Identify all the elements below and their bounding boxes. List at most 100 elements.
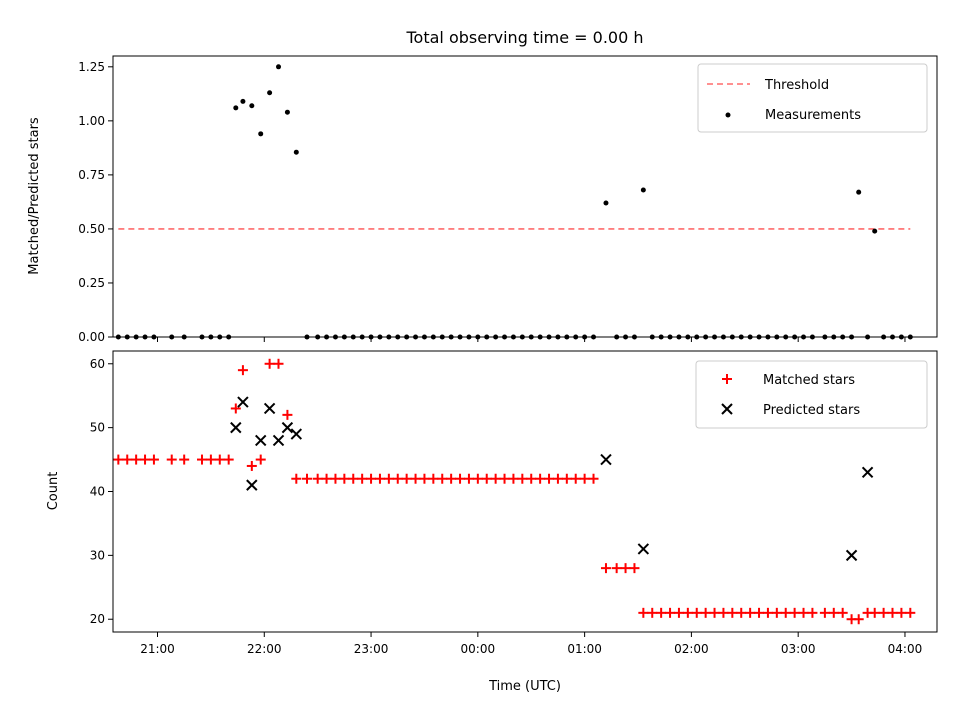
- matched-point: [819, 607, 830, 618]
- count-xtick-label: 22:00: [247, 642, 282, 656]
- matched-point: [255, 454, 266, 465]
- legend-matched-marker: [722, 374, 732, 384]
- matched-point: [348, 473, 359, 484]
- ratio-plot-frame: [112, 55, 938, 338]
- predicted-point: [255, 434, 267, 447]
- matched-point: [291, 473, 302, 484]
- count-y-axis-label: Count: [46, 472, 61, 511]
- legend-predicted-label: Predicted stars: [763, 403, 860, 418]
- count-ytick-label: 50: [90, 421, 105, 435]
- ratio-panel: 0.00 0.25 0.50 0.75 1.00 1.25 Matched/Predict…: [27, 55, 938, 344]
- count-xtick-label: 04:00: [888, 642, 923, 656]
- matched-point: [301, 473, 312, 484]
- count-legend-box: [695, 360, 928, 429]
- measurement-point: [233, 105, 239, 111]
- matched-point: [620, 563, 631, 574]
- matched-point: [798, 607, 809, 618]
- measurement-point: [240, 98, 246, 104]
- matched-point: [357, 473, 368, 484]
- predicted-point: [237, 396, 249, 408]
- matched-point: [499, 473, 510, 484]
- matched-point: [392, 473, 403, 484]
- matched-point: [700, 607, 711, 618]
- matched-point: [896, 607, 907, 618]
- matched-point: [638, 607, 649, 618]
- matched-point: [673, 607, 684, 618]
- matched-point: [535, 473, 546, 484]
- legend-measurements-label: Measurements: [765, 108, 861, 123]
- ratio-y-axis-label: Matched/Predicted stars: [27, 117, 42, 275]
- matched-point: [246, 460, 257, 471]
- matched-point: [508, 473, 519, 484]
- matched-point: [552, 473, 563, 484]
- count-ytick-label: 60: [90, 357, 105, 371]
- matched-point: [339, 473, 350, 484]
- matched-point: [122, 454, 133, 465]
- matched-point: [230, 403, 241, 414]
- measurement-point: [603, 200, 609, 206]
- predicted-point: [246, 479, 258, 491]
- ratio-ytick-label: 0.50: [78, 222, 105, 236]
- matched-point: [140, 454, 151, 465]
- measurement-point: [276, 64, 282, 70]
- matched-point: [273, 358, 284, 369]
- matched-point: [570, 473, 581, 484]
- matched-point: [600, 563, 611, 574]
- matched-point: [588, 473, 599, 484]
- matched-point: [780, 607, 791, 618]
- legend-threshold-label: Threshold: [764, 78, 829, 93]
- matched-point: [166, 454, 177, 465]
- matched-point: [374, 473, 385, 484]
- count-xtick-label: 03:00: [781, 642, 816, 656]
- matched-point: [691, 607, 702, 618]
- ratio-ytick-label: 0.75: [78, 168, 105, 182]
- count-xtick-label: 21:00: [140, 642, 175, 656]
- measurement-point: [267, 90, 273, 96]
- matched-point: [869, 607, 880, 618]
- count-panel: 20 30 40 50 60 21:00 22:00 23:00 00:00 01:00 02:0…: [46, 350, 938, 694]
- predicted-point: [290, 428, 303, 440]
- matched-point: [837, 607, 848, 618]
- matched-point: [561, 473, 572, 484]
- count-ytick-label: 30: [90, 548, 105, 562]
- matched-point: [214, 454, 225, 465]
- matched-point: [264, 358, 275, 369]
- predicted-point: [263, 402, 276, 415]
- matched-point: [401, 473, 412, 484]
- matched-point: [762, 607, 773, 618]
- predicted-point: [281, 421, 294, 434]
- measurement-point: [293, 149, 299, 155]
- matched-point: [771, 607, 782, 618]
- matched-point: [410, 473, 421, 484]
- matched-point: [745, 607, 756, 618]
- matched-point: [647, 607, 658, 618]
- matched-point: [437, 473, 448, 484]
- predicted-point: [600, 453, 612, 466]
- matched-point: [665, 607, 676, 618]
- matched-point: [223, 454, 234, 465]
- count-xtick-label: 00:00: [461, 642, 496, 656]
- matched-point: [446, 473, 457, 484]
- matched-point: [113, 454, 124, 465]
- matched-point: [131, 454, 142, 465]
- legend-predicted-swatch: [721, 403, 733, 415]
- matched-point: [312, 473, 323, 484]
- matched-point: [321, 473, 332, 484]
- matched-point: [196, 454, 207, 465]
- matched-point: [611, 563, 622, 574]
- predicted-point: [272, 434, 285, 447]
- ratio-legend: Threshold Measurements: [697, 63, 928, 133]
- matched-point: [905, 607, 916, 618]
- matched-point: [455, 473, 466, 484]
- matched-point: [718, 607, 729, 618]
- matched-point: [526, 473, 537, 484]
- ratio-ytick-label: 1.25: [78, 60, 105, 74]
- legend-measurements-swatch: [725, 112, 731, 118]
- predicted-point: [637, 543, 650, 555]
- measurement-point: [249, 103, 255, 109]
- matched-point: [179, 454, 190, 465]
- count-xtick-label: 23:00: [354, 642, 389, 656]
- matched-point: [736, 607, 747, 618]
- matched-point: [727, 607, 738, 618]
